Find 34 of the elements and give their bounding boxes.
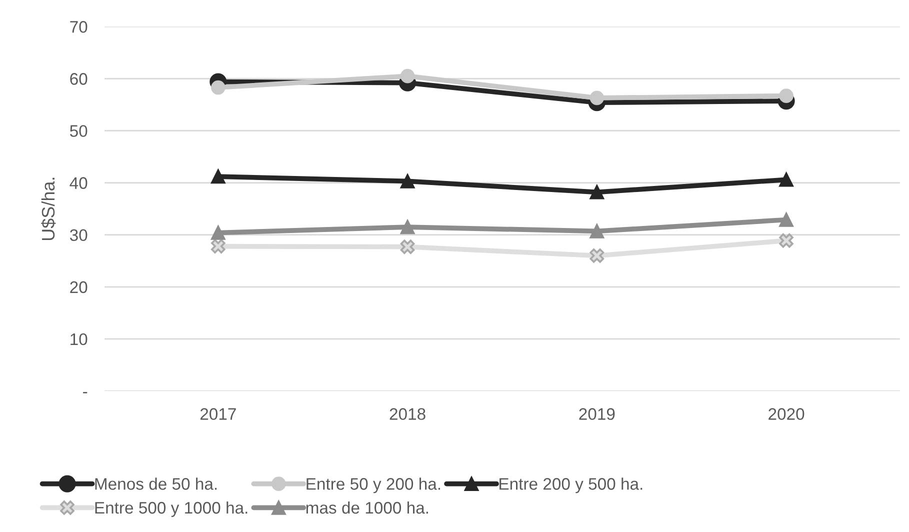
y-tick-label: 50 xyxy=(70,125,88,137)
point xyxy=(779,88,794,103)
x-tick-label: 2017 xyxy=(200,408,236,420)
point xyxy=(590,224,604,238)
legend-label: Entre 200 y 500 ha. xyxy=(500,478,642,494)
point xyxy=(590,90,604,106)
point xyxy=(590,248,604,263)
point xyxy=(779,172,794,187)
point xyxy=(211,80,226,95)
y-tick-label: 30 xyxy=(70,229,88,242)
x-tick-label: 2020 xyxy=(768,408,804,420)
legend-label: mas de 1000 ha. xyxy=(306,501,428,514)
y-tick-label: 70 xyxy=(70,21,88,33)
point xyxy=(400,68,415,84)
y-tick-label: 60 xyxy=(70,73,88,85)
point xyxy=(211,239,226,254)
y-tick-label: - xyxy=(83,392,88,394)
point xyxy=(400,220,415,234)
point xyxy=(211,226,226,240)
y-axis-title: U$S/ha. xyxy=(41,178,56,240)
x-tick-label: 2019 xyxy=(579,408,615,420)
legend-label: Menos de 50 ha. xyxy=(95,478,217,490)
x-tick-label: 2018 xyxy=(390,408,426,420)
point xyxy=(400,240,415,254)
point xyxy=(211,169,226,184)
legend-label: Entre 500 y 1000 ha. xyxy=(95,501,248,517)
point xyxy=(590,184,604,200)
y-tick-label: 20 xyxy=(70,281,88,294)
point xyxy=(400,174,415,188)
point xyxy=(779,212,794,227)
point xyxy=(779,233,794,248)
legend-label: Entre 50 y 200 ha. xyxy=(306,478,440,494)
y-tick-label: 10 xyxy=(70,333,88,346)
y-tick-label: 40 xyxy=(70,177,88,189)
